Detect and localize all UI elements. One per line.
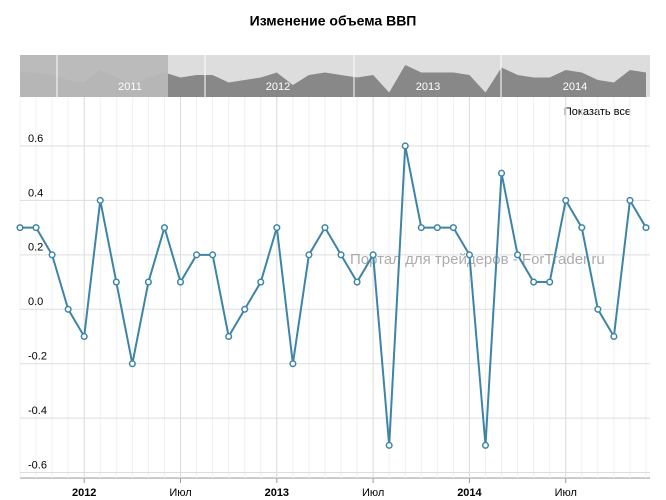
point <box>642 224 650 232</box>
point <box>546 278 554 286</box>
y-tick-label: -0.6 <box>28 459 47 471</box>
x-tick-label: Июл <box>362 487 384 499</box>
navigator-area <box>20 65 646 97</box>
point <box>578 224 586 232</box>
point <box>193 251 201 259</box>
y-tick-label: -0.2 <box>28 351 47 363</box>
y-tick-label: 0.2 <box>28 242 43 254</box>
point <box>289 360 297 368</box>
point <box>530 278 538 286</box>
navigator-label: 2012 <box>266 81 290 93</box>
point <box>144 278 152 286</box>
navigator-label: 2013 <box>416 81 440 93</box>
point <box>497 169 506 177</box>
point <box>112 278 120 286</box>
point <box>176 278 185 286</box>
point <box>64 305 72 313</box>
point <box>417 224 425 232</box>
point <box>305 251 313 259</box>
y-tick-label: 0.4 <box>28 187 43 199</box>
series-line <box>20 145 647 446</box>
navigator-selection <box>20 55 168 97</box>
point <box>594 305 602 313</box>
point <box>32 224 40 232</box>
x-tick-label: 2014 <box>457 487 482 499</box>
point <box>128 360 136 368</box>
point <box>465 251 473 259</box>
point <box>321 224 329 232</box>
point <box>481 441 490 449</box>
point <box>16 224 24 232</box>
point <box>337 251 345 259</box>
x-tick-label: Июл <box>555 487 577 499</box>
point <box>626 196 634 204</box>
point <box>369 251 377 259</box>
point <box>353 278 361 286</box>
point <box>257 278 265 286</box>
point <box>209 251 217 259</box>
point <box>241 305 249 313</box>
point <box>160 224 169 232</box>
point <box>273 224 281 232</box>
x-tick-label: 2012 <box>72 487 96 499</box>
navigator[interactable]: 2011 2012 2013 2014 <box>20 55 650 97</box>
x-tick-label: Июл <box>169 487 191 499</box>
y-tick-label: 0.0 <box>28 296 43 308</box>
show-all-button[interactable] <box>555 102 635 122</box>
point <box>433 224 441 232</box>
point <box>401 142 409 150</box>
point <box>96 196 104 204</box>
x-tick-label: 2013 <box>265 487 289 499</box>
point <box>80 332 88 341</box>
navigator-label: 2014 <box>563 81 587 93</box>
navigator-label: 2011 <box>118 81 142 93</box>
point <box>610 332 618 341</box>
y-tick-label: -0.4 <box>28 405 47 417</box>
point <box>48 251 56 259</box>
chart-title: Изменение объема ВВП <box>250 13 417 29</box>
watermark: Портал для трейдеров - ForTrader.ru <box>350 251 605 268</box>
y-tick-label: 0.6 <box>28 133 43 145</box>
point <box>385 441 393 449</box>
point <box>225 332 233 341</box>
point <box>514 251 522 259</box>
point <box>449 224 457 232</box>
point <box>562 196 570 204</box>
